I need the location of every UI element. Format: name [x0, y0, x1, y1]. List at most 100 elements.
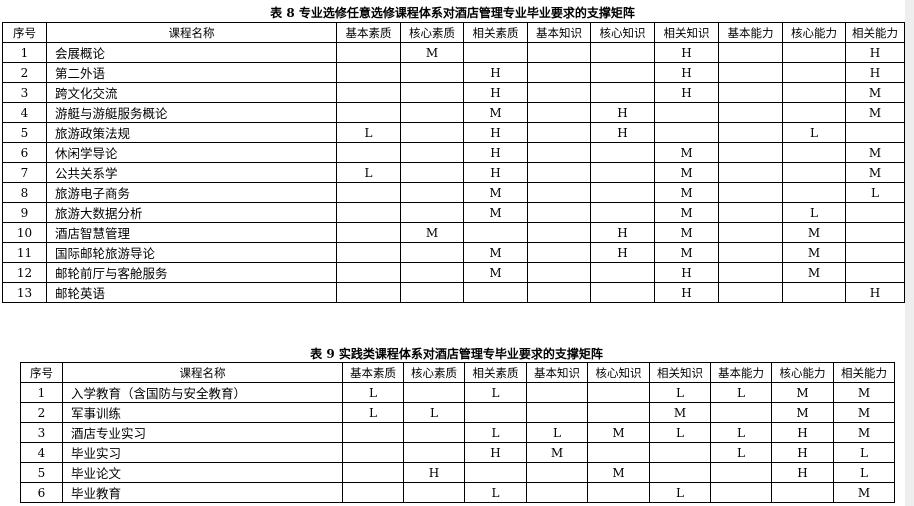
cell-related-knowledge: H	[654, 282, 719, 303]
cell-basic-ability	[718, 142, 783, 163]
table-row: 2 军事训练 L L M M M	[20, 402, 895, 423]
column-header-core-knowledge: 核心知识	[587, 362, 650, 383]
cell-related-ability: H	[845, 282, 905, 303]
column-header-seq: 序号	[2, 22, 47, 43]
cell-related-ability: L	[833, 442, 895, 463]
table9-title: 表 9 实践类课程体系对酒店管理专毕业要求的支撑矩阵	[310, 347, 603, 361]
cell-related-quality: M	[463, 262, 528, 283]
cell-basic-ability	[718, 262, 783, 283]
cell-related-quality	[464, 402, 527, 423]
table-row: 5 毕业论文 H M H L	[20, 462, 895, 483]
cell-seq: 5	[2, 122, 47, 143]
cell-core-knowledge: H	[590, 222, 655, 243]
cell-related-ability: M	[845, 102, 905, 123]
cell-core-ability	[782, 102, 846, 123]
cell-core-knowledge	[590, 82, 655, 103]
cell-seq: 6	[20, 482, 63, 503]
cell-seq: 4	[20, 442, 63, 463]
cell-basic-knowledge	[527, 202, 591, 223]
cell-seq: 13	[2, 282, 47, 303]
cell-core-quality	[403, 442, 465, 463]
cell-related-quality: H	[463, 122, 528, 143]
table-row: 3 酒店专业实习 L L M L L H M	[20, 422, 895, 443]
table-row: 2 第二外语 H H H	[2, 62, 905, 83]
cell-course-name: 第二外语	[46, 62, 337, 83]
cell-core-quality	[400, 122, 464, 143]
cell-basic-knowledge	[526, 382, 588, 403]
cell-core-quality	[400, 182, 464, 203]
column-header-basic-quality: 基本素质	[342, 362, 404, 383]
cell-related-knowledge: H	[654, 62, 719, 83]
cell-core-knowledge	[587, 482, 650, 503]
cell-core-quality	[400, 262, 464, 283]
cell-core-knowledge	[590, 202, 655, 223]
cell-core-knowledge	[587, 442, 650, 463]
cell-seq: 6	[2, 142, 47, 163]
cell-related-knowledge: M	[654, 202, 719, 223]
cell-related-quality: H	[464, 442, 527, 463]
cell-core-ability	[782, 42, 846, 63]
cell-basic-knowledge	[527, 142, 591, 163]
cell-core-quality	[403, 382, 465, 403]
cell-seq: 5	[20, 462, 63, 483]
cell-course-name: 毕业教育	[62, 482, 343, 503]
cell-core-ability	[782, 62, 846, 83]
cell-basic-ability	[718, 122, 783, 143]
cell-core-quality: M	[400, 42, 464, 63]
cell-basic-knowledge	[526, 482, 588, 503]
cell-related-knowledge: M	[654, 162, 719, 183]
cell-basic-quality: L	[342, 382, 404, 403]
column-header-related-quality: 相关素质	[464, 362, 527, 383]
cell-basic-knowledge	[527, 122, 591, 143]
cell-related-quality: H	[463, 142, 528, 163]
cell-course-name: 毕业论文	[62, 462, 343, 483]
cell-course-name: 跨文化交流	[46, 82, 337, 103]
cell-basic-knowledge	[527, 62, 591, 83]
cell-core-ability: L	[782, 202, 846, 223]
cell-basic-quality	[336, 202, 401, 223]
cell-basic-ability	[718, 242, 783, 263]
cell-seq: 1	[20, 382, 63, 403]
cell-seq: 1	[2, 42, 47, 63]
cell-core-knowledge	[590, 42, 655, 63]
cell-related-ability: M	[845, 162, 905, 183]
table-row: 4 毕业实习 H M L H L	[20, 442, 895, 463]
cell-core-quality	[400, 142, 464, 163]
cell-basic-quality	[342, 442, 404, 463]
cell-core-quality	[403, 422, 465, 443]
cell-related-quality: L	[464, 422, 527, 443]
cell-related-quality	[463, 222, 528, 243]
cell-core-quality	[400, 242, 464, 263]
table-row: 1 入学教育（含国防与安全教育） L L L L M M	[20, 382, 895, 403]
column-header-core-ability: 核心能力	[771, 362, 834, 383]
table-row: 6 毕业教育 L L M	[20, 482, 895, 503]
cell-related-quality: L	[464, 382, 527, 403]
cell-related-quality: M	[463, 202, 528, 223]
column-header-basic-knowledge: 基本知识	[527, 22, 591, 43]
cell-related-knowledge	[654, 102, 719, 123]
cell-seq: 2	[2, 62, 47, 83]
table-row: 13 邮轮英语 H H	[2, 282, 905, 303]
cell-basic-quality: L	[336, 162, 401, 183]
table-row: 7 公共关系学 L H M M	[2, 162, 905, 183]
cell-related-ability	[845, 222, 905, 243]
cell-core-knowledge	[590, 262, 655, 283]
cell-basic-quality	[336, 82, 401, 103]
cell-related-quality: H	[463, 62, 528, 83]
cell-core-ability: M	[782, 262, 846, 283]
cell-basic-knowledge	[526, 462, 588, 483]
table8-support-matrix: 序号 课程名称 基本素质 核心素质 相关素质 基本知识 核心知识 相关知识 基本能力 核心能力 相关…	[2, 22, 905, 303]
cell-related-knowledge: M	[654, 242, 719, 263]
cell-core-knowledge: H	[590, 102, 655, 123]
table-row: 11 国际邮轮旅游导论 M H M M	[2, 242, 905, 263]
cell-basic-ability	[718, 42, 783, 63]
cell-core-knowledge: M	[587, 422, 650, 443]
cell-core-quality	[400, 162, 464, 183]
cell-basic-quality	[342, 482, 404, 503]
cell-basic-ability	[718, 62, 783, 83]
cell-core-ability	[771, 482, 834, 503]
cell-basic-knowledge	[527, 162, 591, 183]
cell-basic-ability	[710, 402, 772, 423]
cell-basic-knowledge	[527, 242, 591, 263]
column-header-core-quality: 核心素质	[400, 22, 464, 43]
